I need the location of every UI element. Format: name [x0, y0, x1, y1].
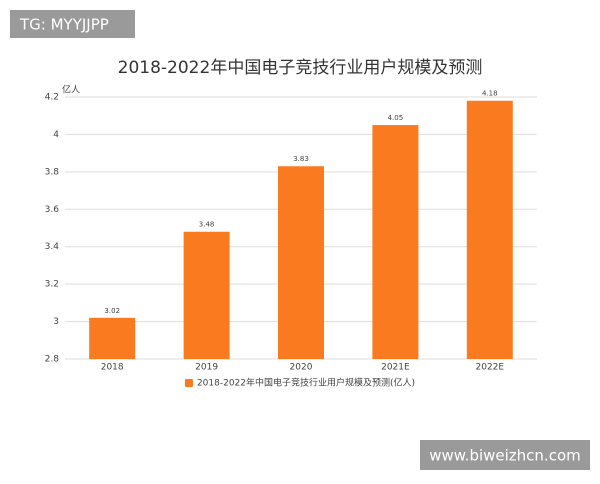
data-label: 4.18 — [482, 90, 498, 98]
y-tick-label: 3.6 — [45, 205, 60, 215]
x-tick-label: 2020 — [290, 363, 313, 373]
y-tick-label: 3.8 — [45, 167, 60, 177]
bar — [372, 125, 419, 359]
bar — [89, 317, 136, 359]
data-label: 4.05 — [388, 114, 404, 122]
y-tick-label: 3.4 — [45, 242, 60, 252]
x-tick-label: 2021E — [381, 363, 410, 373]
y-tick-label: 3.2 — [45, 280, 59, 290]
watermark: www.biweizhcn.com — [429, 447, 581, 465]
watermark: TG: MYYJJPP — [19, 16, 109, 34]
y-tick-label: 3 — [53, 317, 59, 327]
bar — [466, 100, 513, 359]
watermark-box — [420, 440, 590, 470]
x-tick-label: 2022E — [476, 363, 505, 373]
chart-title: 2018-2022年中国电子竞技行业用户规模及预测 — [118, 58, 483, 78]
legend-swatch — [184, 379, 193, 387]
y-tick-label: 2.8 — [45, 355, 60, 365]
bar — [278, 166, 324, 359]
y-tick-label: 4 — [53, 130, 59, 140]
y-tick-label: 4.2 — [45, 93, 59, 103]
data-label: 3.83 — [293, 155, 309, 163]
bar — [183, 231, 230, 359]
x-tick-label: 2018 — [101, 363, 124, 373]
data-label: 3.48 — [199, 221, 215, 229]
watermark-box — [10, 10, 135, 38]
legend-label: 2018-2022年中国电子竞技行业用户规模及预测(亿人) — [197, 377, 415, 389]
y-axis-label: 亿人 — [62, 84, 80, 96]
data-label: 3.02 — [104, 307, 120, 315]
x-tick-label: 2019 — [195, 363, 218, 373]
